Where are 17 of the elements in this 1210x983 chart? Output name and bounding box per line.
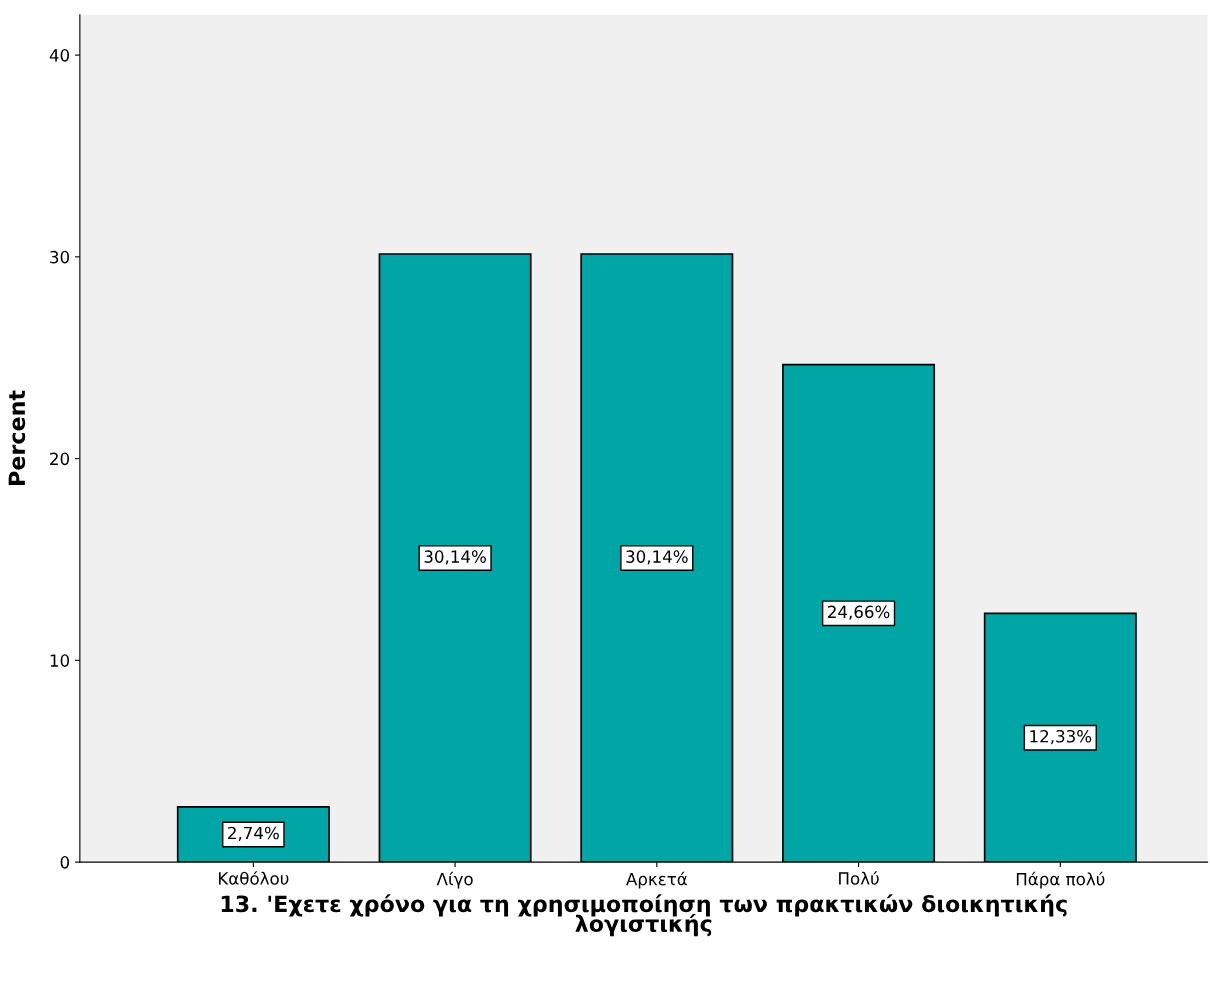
data-label: 2,74%	[228, 826, 279, 841]
y-tick-label: 30	[50, 250, 70, 264]
x-tick-label: Αρκετά	[626, 871, 687, 889]
data-label: 12,33%	[1030, 729, 1092, 745]
y-tick-label: 40	[49, 49, 70, 62]
y-tick-label: 20	[50, 452, 70, 466]
x-tick-label: Καθόλου	[218, 871, 289, 885]
x-axis-title: 13. 'Εχετε χρόνο για τη χρησιμοποίηση των πρακτικών διοικητικής λογιστικής	[221, 894, 1067, 937]
y-axis-title: Percent	[8, 390, 26, 485]
data-label: 24,66%	[828, 605, 890, 620]
x-tick-label: Πάρα πολύ	[1016, 871, 1105, 889]
data-label: 30,14%	[626, 550, 688, 565]
y-tick-label: 10	[50, 654, 70, 667]
x-tick-label: Πολύ	[839, 871, 879, 885]
data-label: 30,14%	[424, 550, 486, 565]
y-tick-label: 0	[60, 856, 70, 869]
x-tick-label: Λίγο	[436, 871, 473, 889]
